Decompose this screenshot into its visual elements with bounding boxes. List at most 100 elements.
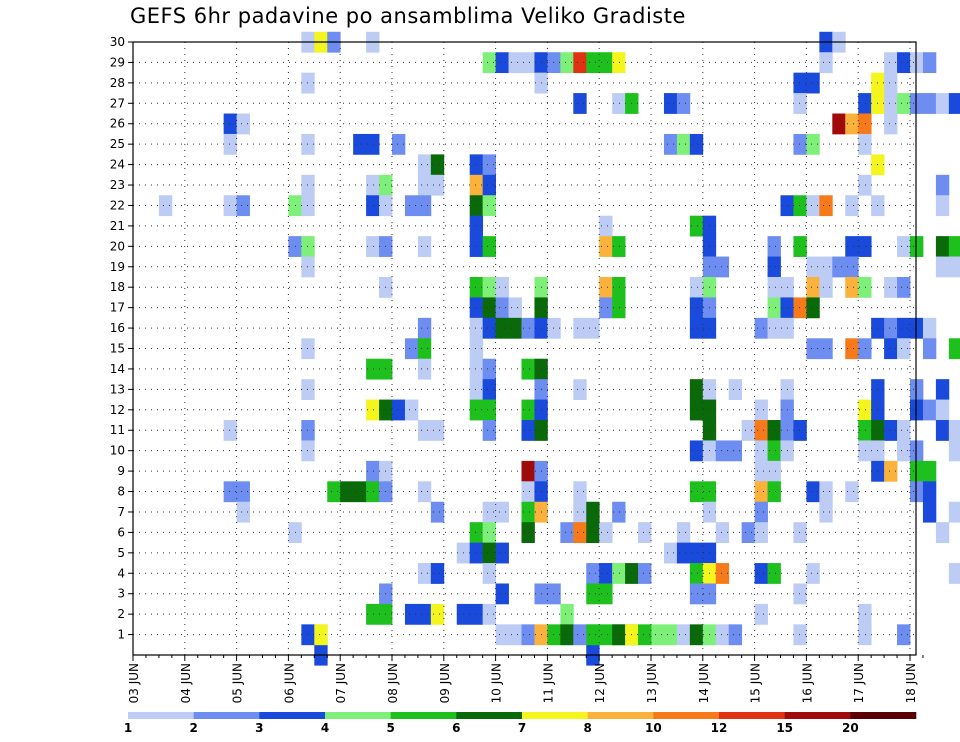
heatmap-cell [430,420,445,441]
heatmap-cell [340,481,354,503]
heatmap-cell [586,501,600,523]
heatmap-cell [793,624,807,646]
x-tick-label: 08 JUN [386,663,400,703]
y-tick-label: 18 [110,280,125,294]
heatmap-cell [236,501,250,523]
heatmap-cell [392,399,406,421]
colorbar-segment [784,712,851,719]
heatmap-cell [819,338,833,360]
heatmap-cell [521,399,535,421]
heatmap-cell [935,420,950,441]
heatmap-cell [767,236,781,257]
y-tick-label: 27 [110,96,125,110]
heatmap-cell [404,338,419,360]
heatmap-cell [404,399,419,421]
heatmap-cell [417,195,432,217]
heatmap-cell [599,236,613,257]
heatmap-cell [495,624,509,646]
heatmap-cell [793,583,807,605]
y-tick-label: 2 [117,607,125,621]
heatmap-cell [599,583,613,605]
heatmap-cell [754,440,768,462]
heatmap-cell [482,276,496,298]
heatmap-cell [301,72,315,94]
heatmap-cell [793,195,807,217]
colorbar-label: 15 [776,721,793,735]
colorbar-label: 8 [583,721,591,735]
heatmap-cell [806,297,820,319]
heatmap-cell [910,481,924,503]
x-tick-label: 15 JUN [749,663,763,703]
heatmap-cell [612,236,626,257]
x-tick-label: 11 JUN [541,663,555,703]
heatmap-cell [430,501,445,523]
heatmap-cell [223,113,237,135]
colorbar-segment [850,712,917,719]
heatmap-cell [469,338,484,360]
heatmap-cell [417,338,432,360]
heatmap-cell [482,297,496,319]
heatmap-cell [430,154,445,176]
heatmap-cell [793,72,807,94]
colorbar-segment [456,712,523,719]
heatmap-cell [599,297,613,319]
heatmap-cell [353,133,367,155]
heatmap-cell [935,522,950,544]
heatmap-cell [469,154,484,176]
heatmap-cell [767,440,781,462]
heatmap-cell [897,93,911,114]
heatmap-cell [922,52,937,74]
heatmap-cell [612,297,626,319]
heatmap-cell [638,522,652,544]
heatmap-cell [301,236,315,257]
heatmap-cell [806,563,820,584]
heatmap-cell [948,236,960,257]
heatmap-cell [935,195,950,217]
heatmap-cell [858,624,872,646]
heatmap-cell [910,460,924,482]
y-tick-label: 17 [110,301,125,315]
heatmap-cell [521,481,535,503]
heatmap-cell [301,379,315,400]
heatmap-cell [573,624,587,646]
colorbar-segment [587,712,654,719]
heatmap-cell [819,481,833,503]
y-tick-label: 13 [110,382,125,396]
heatmap-cell [845,195,859,217]
y-tick-label: 16 [110,321,125,335]
colorbar-label: 3 [255,721,263,735]
heatmap-cell [223,133,237,155]
heatmap-cell [547,583,561,605]
heatmap-cell [366,236,380,257]
heatmap-cell [495,276,509,298]
heatmap-cell [469,522,484,544]
y-tick-label: 19 [110,260,125,274]
y-tick-label: 6 [117,525,125,539]
heatmap-cell [573,379,587,400]
heatmap-cell [858,93,872,114]
heatmap-cell [469,542,484,564]
heatmap-cell [819,256,833,278]
heatmap-cell [599,215,613,237]
heatmap-cell [482,563,496,584]
heatmap-cell [806,481,820,503]
heatmap-cell [922,481,937,503]
heatmap-cell [469,195,484,217]
heatmap-cell [417,603,432,625]
heatmap-cell [482,542,496,564]
heatmap-cell [767,460,781,482]
heatmap-cell [884,460,898,482]
heatmap-cell [676,133,691,155]
heatmap-cell [935,256,950,278]
heatmap-cell [910,379,924,400]
heatmap-cell [573,317,587,339]
heatmap-cell [586,317,600,339]
heatmap-cell [301,174,315,196]
heatmap-cell [741,522,755,544]
y-tick-label: 24 [110,158,125,172]
heatmap-cell [508,317,522,339]
y-tick-label: 25 [110,137,125,151]
heatmap-cell [366,358,380,380]
heatmap-cell [586,52,600,74]
